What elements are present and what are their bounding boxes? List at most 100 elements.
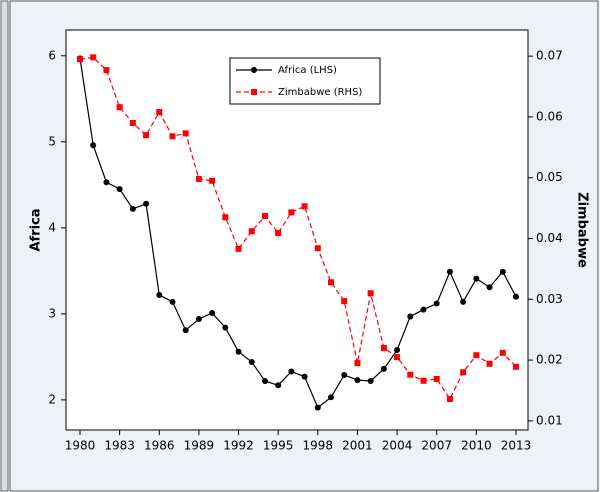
marker xyxy=(143,200,150,207)
marker xyxy=(367,377,374,384)
marker xyxy=(407,313,414,320)
marker xyxy=(235,245,242,252)
marker xyxy=(380,344,387,351)
legend-label: Africa (LHS) xyxy=(278,65,337,76)
x-tick-label: 2007 xyxy=(421,439,452,453)
marker xyxy=(473,275,480,282)
marker xyxy=(433,300,440,307)
marker xyxy=(90,54,97,61)
marker xyxy=(394,354,401,361)
y2-tick-label: 0.05 xyxy=(536,170,563,184)
marker xyxy=(301,373,308,380)
marker xyxy=(169,133,176,140)
marker xyxy=(420,377,427,384)
marker xyxy=(354,377,361,384)
marker xyxy=(341,371,348,378)
marker xyxy=(367,290,374,297)
series-line xyxy=(79,56,517,401)
marker xyxy=(394,347,401,353)
x-tick-label: 1983 xyxy=(104,439,135,453)
marker xyxy=(129,120,136,127)
marker xyxy=(328,394,335,401)
x-tick-label: 1986 xyxy=(144,439,175,453)
marker xyxy=(103,67,110,74)
marker xyxy=(499,268,506,275)
x-tick-label: 2010 xyxy=(461,439,492,453)
y2-tick-label: 0.07 xyxy=(536,49,563,63)
marker xyxy=(512,293,519,300)
legend-label: Zimbabwe (RHS) xyxy=(278,87,362,98)
y2-tick-label: 0.04 xyxy=(536,231,563,245)
marker xyxy=(156,109,163,116)
legend xyxy=(229,57,381,105)
marker xyxy=(301,203,308,210)
marker xyxy=(116,186,123,193)
x-tick-label: 1989 xyxy=(184,439,215,453)
x-tick-label: 1998 xyxy=(303,439,334,453)
marker xyxy=(182,130,189,137)
marker xyxy=(261,377,268,384)
y-tick-label: 2 xyxy=(48,392,56,406)
legend-marker xyxy=(251,67,257,73)
marker xyxy=(182,327,189,334)
marker xyxy=(446,268,453,275)
marker xyxy=(420,306,427,313)
marker xyxy=(275,382,282,389)
y-tick-label: 4 xyxy=(48,220,56,234)
marker xyxy=(195,175,202,182)
y-tick-label: 5 xyxy=(48,134,56,148)
marker xyxy=(103,179,110,186)
marker xyxy=(288,209,295,216)
y2-axis-label: Zimbabwe xyxy=(575,192,590,268)
marker xyxy=(486,284,493,291)
marker xyxy=(288,368,295,375)
marker xyxy=(129,205,136,212)
x-tick-label: 2004 xyxy=(382,439,413,453)
y-axis-label: Africa xyxy=(29,208,44,251)
marker xyxy=(460,369,467,376)
y2-tick-label: 0.06 xyxy=(536,109,563,123)
marker xyxy=(314,245,321,252)
marker xyxy=(261,213,268,220)
marker xyxy=(407,371,414,378)
y2-tick-label: 0.03 xyxy=(536,292,563,306)
marker xyxy=(77,56,84,63)
x-tick-label: 2013 xyxy=(501,439,532,453)
y-tick-label: 6 xyxy=(48,48,56,62)
marker xyxy=(499,349,506,356)
marker xyxy=(116,104,123,111)
marker xyxy=(433,375,440,382)
y2-tick-label: 0.02 xyxy=(536,353,563,367)
marker xyxy=(473,352,480,359)
legend-marker xyxy=(251,89,257,95)
y2-tick-label: 0.01 xyxy=(536,413,563,427)
marker xyxy=(341,298,348,305)
marker xyxy=(222,214,229,221)
marker xyxy=(446,395,453,402)
x-tick-label: 2001 xyxy=(342,439,373,453)
marker xyxy=(209,310,216,317)
marker xyxy=(328,279,335,286)
marker xyxy=(209,177,216,184)
marker xyxy=(156,291,163,298)
marker xyxy=(314,404,321,411)
marker xyxy=(195,316,202,323)
marker xyxy=(460,298,467,305)
marker xyxy=(248,359,255,366)
x-tick-label: 1992 xyxy=(223,439,254,453)
y-tick-label: 3 xyxy=(48,306,56,320)
marker xyxy=(169,298,176,305)
x-tick-label: 1980 xyxy=(65,439,96,453)
marker xyxy=(486,360,493,367)
marker xyxy=(512,363,519,370)
marker xyxy=(235,348,242,355)
marker xyxy=(90,142,97,149)
marker xyxy=(143,132,150,139)
marker xyxy=(275,230,282,237)
series-line xyxy=(79,58,517,409)
marker xyxy=(380,365,387,372)
marker xyxy=(222,324,229,331)
marker xyxy=(354,360,361,367)
